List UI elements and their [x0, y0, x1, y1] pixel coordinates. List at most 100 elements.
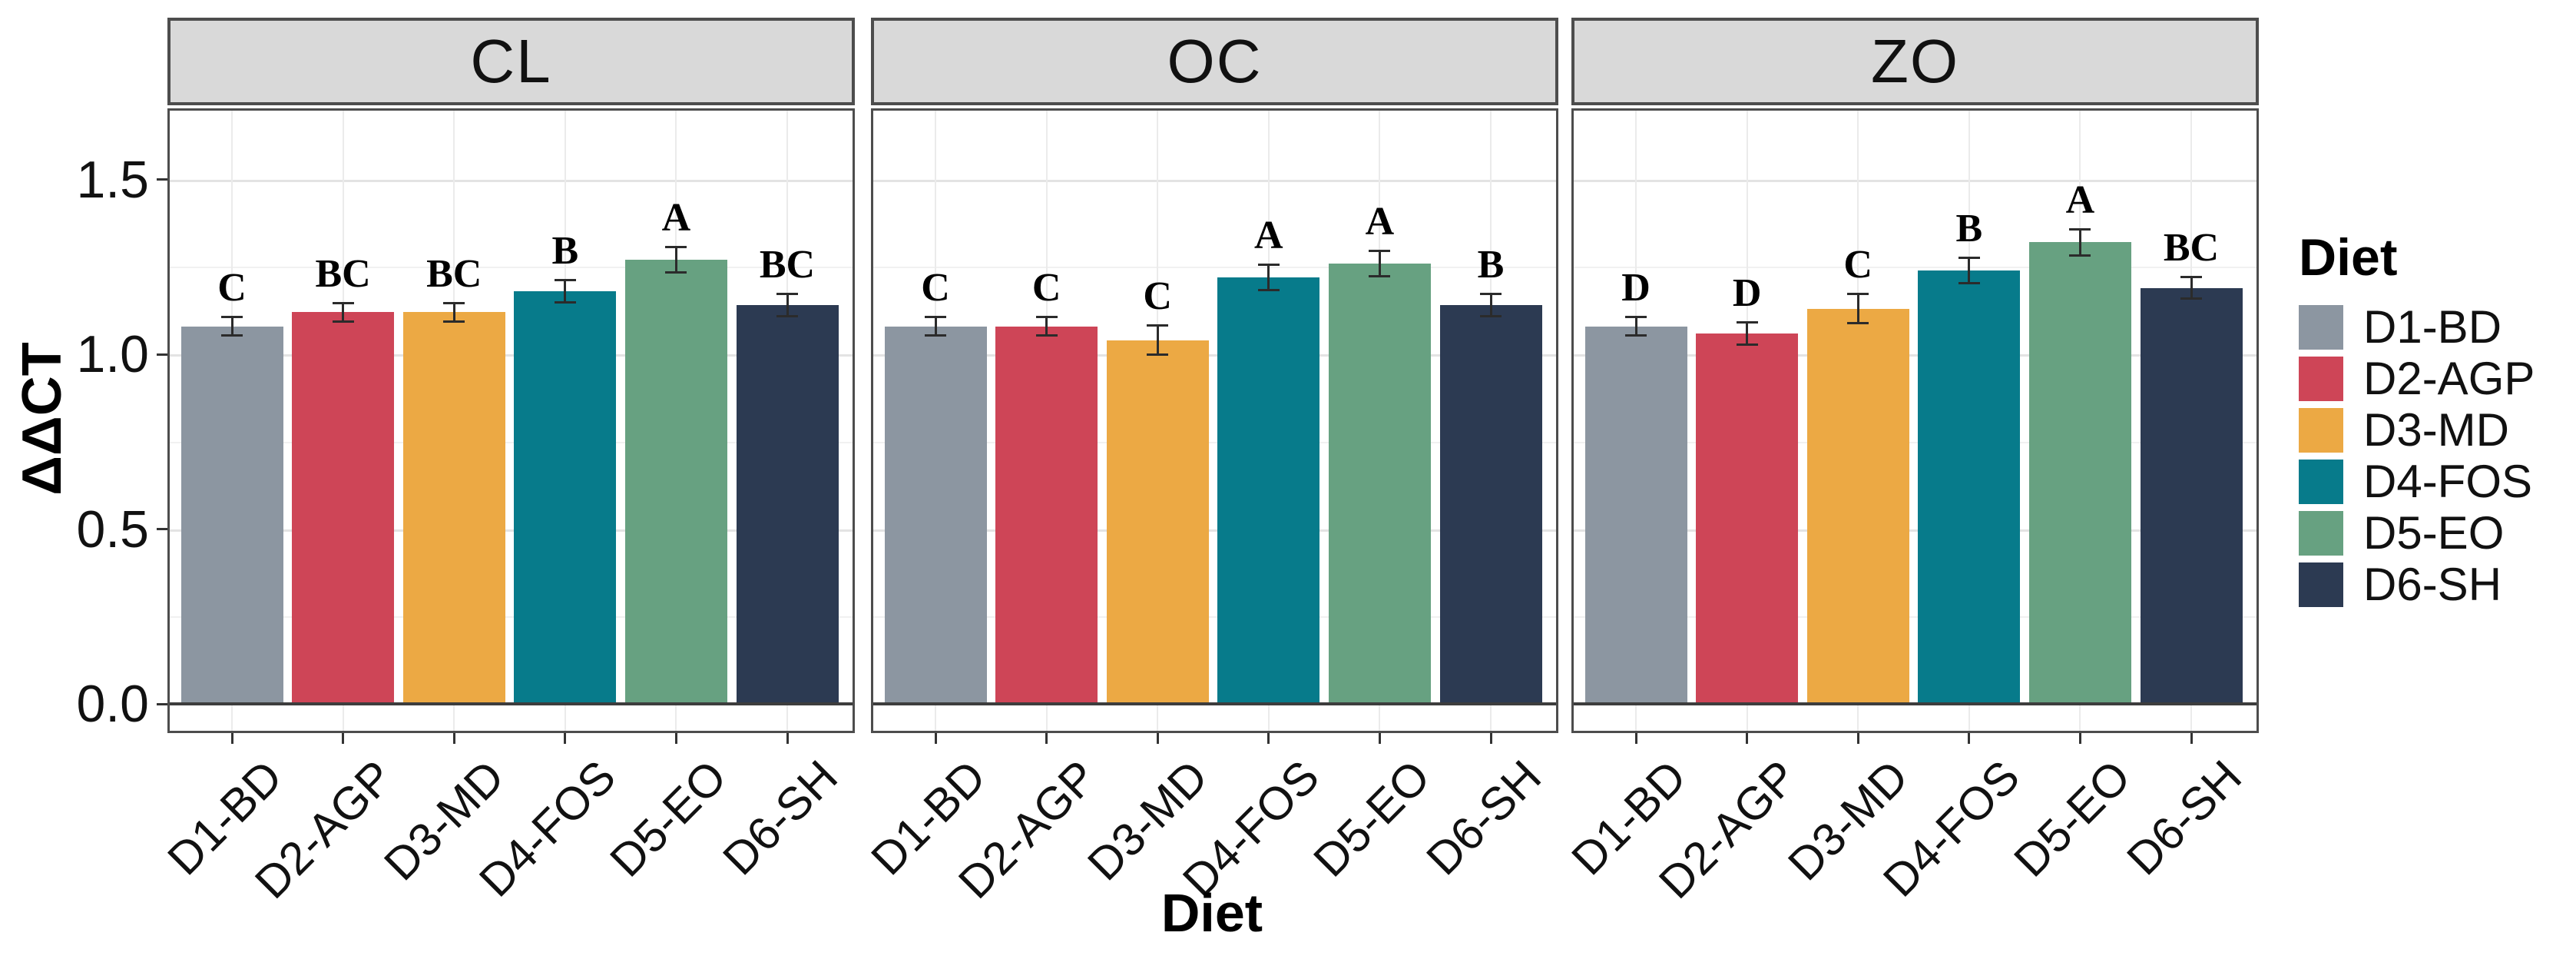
bar-ZO-D1-BD [1584, 326, 1687, 704]
error-bar-cap-top [1147, 324, 1169, 327]
sig-letter-CL-D4-FOS: B [551, 229, 579, 274]
error-bar-cap-top [1625, 315, 1647, 318]
sig-letter-ZO-D1-BD: D [1621, 265, 1651, 310]
error-bar-OC-D2-AGP [1045, 315, 1048, 337]
bar-ZO-D4-FOS [1918, 270, 2021, 704]
legend-label: D4-FOS [2363, 455, 2533, 507]
sig-letter-ZO-D4-FOS: B [1955, 206, 1983, 251]
sig-letter-CL-D3-MD: BC [426, 251, 482, 296]
error-bar-cap-top [1480, 293, 1502, 296]
x-tick [674, 733, 677, 744]
facet-strip-ZO: ZO [1571, 18, 2259, 105]
bar-CL-D6-SH [736, 305, 839, 704]
error-bar-cap-bottom [1736, 343, 1758, 346]
legend-entry-D4-FOS: D4-FOS [2299, 456, 2575, 507]
legend-label: D5-EO [2363, 506, 2505, 559]
error-bar-cap-top [1035, 315, 1058, 318]
facet-panel-CL: C BC BC B A BC [167, 108, 855, 733]
sig-letter-OC-D4-FOS: A [1254, 213, 1283, 257]
bar-OC-D4-FOS [1217, 277, 1320, 704]
gridline-major [1574, 179, 2256, 182]
gridline-minor [873, 616, 1556, 619]
legend-key [2299, 562, 2343, 607]
zero-line [170, 702, 853, 705]
y-tick [157, 178, 167, 181]
error-bar-cap-top [925, 315, 946, 318]
error-bar-OC-D4-FOS [1267, 263, 1270, 292]
bar-CL-D5-EO [624, 260, 727, 704]
facet-strip-label: ZO [1870, 27, 1960, 95]
x-tick-label: D5-EO [2004, 750, 2141, 887]
error-bar-CL-D1-BD [230, 315, 233, 337]
y-tick-label: 0.5 [76, 499, 149, 559]
error-bar-ZO-D4-FOS [1968, 256, 1971, 284]
error-bar-OC-D3-MD [1156, 324, 1159, 357]
error-bar-cap-bottom [1369, 274, 1391, 277]
gridline-minor [873, 267, 1556, 269]
error-bar-cap-top [1736, 320, 1758, 324]
gridline-major [1574, 354, 2256, 357]
error-bar-cap-top [1847, 293, 1869, 296]
gridline-minor [170, 441, 853, 443]
error-bar-cap-bottom [332, 320, 354, 324]
x-tick-label: D5-EO [1303, 750, 1440, 887]
sig-letter-OC-D1-BD: C [921, 265, 950, 310]
sig-letter-ZO-D5-EO: A [2065, 178, 2095, 223]
error-bar-cap-top [2069, 228, 2091, 231]
gridline-minor [1574, 267, 2256, 269]
error-bar-ZO-D2-AGP [1746, 320, 1749, 346]
facet-panel-OC: C C C A A B [871, 108, 1558, 733]
y-tick [157, 702, 167, 705]
x-tick [2190, 733, 2193, 744]
error-bar-ZO-D5-EO [2078, 228, 2081, 257]
error-bar-cap-top [1257, 263, 1280, 266]
error-bar-cap-top [776, 293, 798, 296]
error-bar-cap-bottom [2180, 297, 2202, 300]
legend: Diet D1-BD D2-AGP D3-MD D4-FOS D5-EO D6-SH [2299, 227, 2575, 610]
error-bar-CL-D5-EO [674, 245, 677, 274]
error-bar-CL-D4-FOS [564, 279, 567, 304]
gridline-major [170, 529, 853, 532]
zero-line [873, 702, 1556, 705]
x-tick [1489, 733, 1492, 744]
error-bar-cap-top [2180, 275, 2202, 278]
x-tick [786, 733, 789, 744]
legend-entry-D2-AGP: D2-AGP [2299, 353, 2575, 404]
facet-strip-CL: CL [167, 18, 855, 105]
legend-entries: D1-BD D2-AGP D3-MD D4-FOS D5-EO D6-SH [2299, 301, 2575, 610]
error-bar-cap-bottom [1480, 315, 1502, 318]
facet-strip-label: CL [470, 27, 552, 95]
error-bar-cap-top [443, 301, 465, 304]
x-tick [1746, 733, 1749, 744]
x-tick-label: D5-EO [600, 750, 737, 887]
error-bar-cap-bottom [2069, 254, 2091, 257]
gridline-major [873, 354, 1556, 357]
error-bar-cap-bottom [1847, 322, 1869, 325]
bar-CL-D1-BD [180, 326, 283, 704]
x-axis-title: Diet [1161, 883, 1263, 943]
bar-OC-D1-BD [884, 326, 987, 704]
error-bar-OC-D5-EO [1378, 249, 1381, 277]
x-tick-label: D6-SH [2117, 750, 2252, 885]
gridline-major [873, 529, 1556, 532]
sig-letter-CL-D5-EO: A [661, 195, 691, 240]
legend-key [2299, 356, 2343, 401]
sig-letter-ZO-D3-MD: C [1843, 243, 1872, 287]
facet-strip-label: OC [1167, 27, 1263, 95]
legend-entry-D1-BD: D1-BD [2299, 301, 2575, 353]
error-bar-cap-bottom [1625, 334, 1647, 337]
y-tick-label: 0.0 [76, 675, 149, 733]
gridline-major [170, 179, 853, 182]
legend-key [2299, 510, 2343, 556]
gridline-major [170, 354, 853, 357]
x-tick-label: D6-SH [1416, 750, 1551, 885]
bar-OC-D3-MD [1106, 340, 1209, 704]
error-bar-cap-top [1958, 256, 1980, 259]
legend-label: D6-SH [2363, 558, 2502, 610]
gridline-minor [170, 616, 853, 619]
bar-CL-D4-FOS [514, 291, 617, 704]
sig-letter-OC-D5-EO: A [1365, 199, 1395, 244]
x-tick [452, 733, 455, 744]
